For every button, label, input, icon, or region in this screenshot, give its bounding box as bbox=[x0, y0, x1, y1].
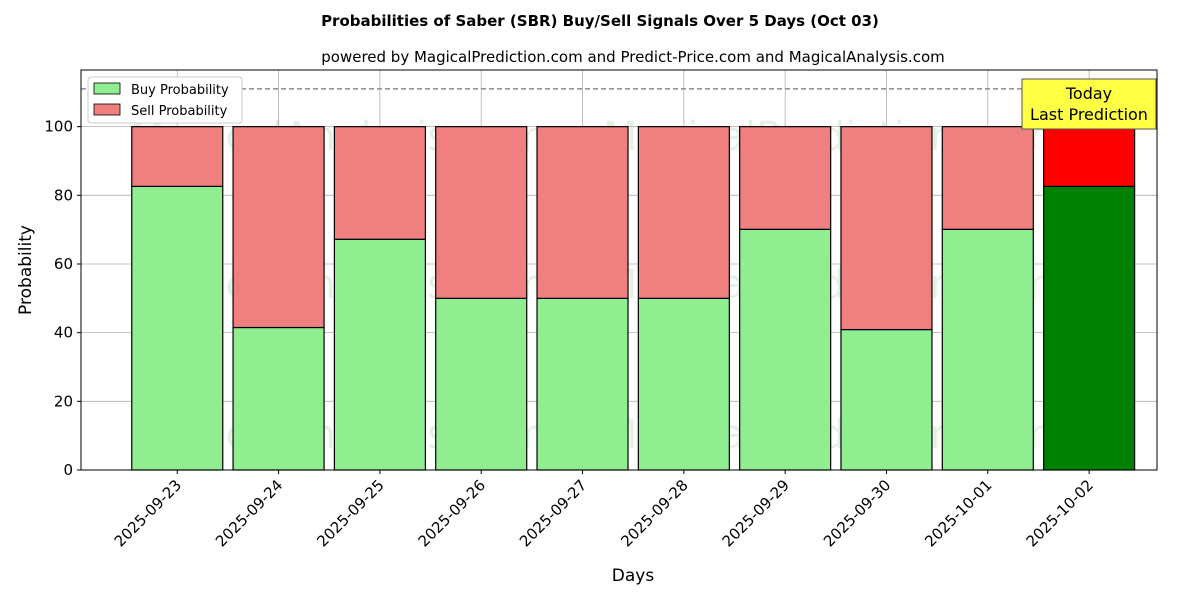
x-tick-label: 2025-09-24 bbox=[212, 476, 286, 550]
buy-bar bbox=[232, 326, 325, 471]
x-tick-label: 2025-10-01 bbox=[921, 476, 995, 550]
x-axis-label: Days bbox=[612, 566, 655, 586]
today-annotation: Today Last Prediction bbox=[1021, 78, 1157, 130]
sell-bar bbox=[739, 126, 832, 230]
y-axis-label: Probability bbox=[16, 225, 36, 315]
legend: Buy Probability Sell Probability bbox=[87, 76, 243, 124]
buy-bar bbox=[637, 297, 730, 471]
legend-label-sell: Sell Probability bbox=[131, 104, 228, 119]
x-tick-label: 2025-09-28 bbox=[617, 476, 691, 550]
chart-subtitle: powered by MagicalPrediction.com and Pre… bbox=[321, 48, 945, 66]
buy-bar bbox=[131, 185, 224, 471]
buy-bar bbox=[1043, 185, 1136, 471]
sell-bar bbox=[333, 126, 426, 240]
sell-bar bbox=[435, 126, 528, 299]
buy-bar bbox=[333, 238, 426, 471]
buy-bar bbox=[941, 228, 1034, 471]
plot-frame bbox=[80, 69, 1158, 471]
buy-bar bbox=[435, 297, 528, 471]
legend-swatch-buy bbox=[93, 82, 121, 95]
sell-bar bbox=[1043, 126, 1136, 187]
y-tick-label: 100 bbox=[44, 118, 73, 136]
y-tick-label: 20 bbox=[54, 392, 73, 410]
legend-label-buy: Buy Probability bbox=[131, 83, 229, 98]
y-tick-label: 80 bbox=[54, 186, 73, 204]
legend-swatch-sell bbox=[93, 103, 121, 116]
annotation-line2: Last Prediction bbox=[1030, 105, 1148, 124]
annotation-line1: Today bbox=[1065, 84, 1112, 103]
x-tick-label: 2025-09-27 bbox=[516, 476, 590, 550]
buy-bar bbox=[536, 297, 629, 471]
y-tick-label: 60 bbox=[54, 255, 73, 273]
buy-bar bbox=[739, 228, 832, 471]
x-tick-label: 2025-09-30 bbox=[820, 476, 894, 550]
x-tick-label: 2025-09-29 bbox=[719, 476, 793, 550]
y-tick-label: 40 bbox=[54, 324, 73, 342]
x-tick-label: 2025-09-25 bbox=[313, 476, 387, 550]
sell-bar bbox=[637, 126, 730, 299]
sell-bar bbox=[232, 126, 325, 329]
chart-title: Probabilities of Saber (SBR) Buy/Sell Si… bbox=[321, 12, 879, 30]
buy-bar bbox=[840, 328, 933, 471]
sell-bar bbox=[536, 126, 629, 299]
y-tick-label: 0 bbox=[63, 461, 73, 479]
sell-bar bbox=[840, 126, 933, 331]
x-tick-label: 2025-10-02 bbox=[1023, 476, 1097, 550]
sell-bar bbox=[131, 126, 224, 187]
x-tick-label: 2025-09-26 bbox=[415, 476, 489, 550]
sell-bar bbox=[941, 126, 1034, 230]
x-tick-label: 2025-09-23 bbox=[111, 476, 185, 550]
